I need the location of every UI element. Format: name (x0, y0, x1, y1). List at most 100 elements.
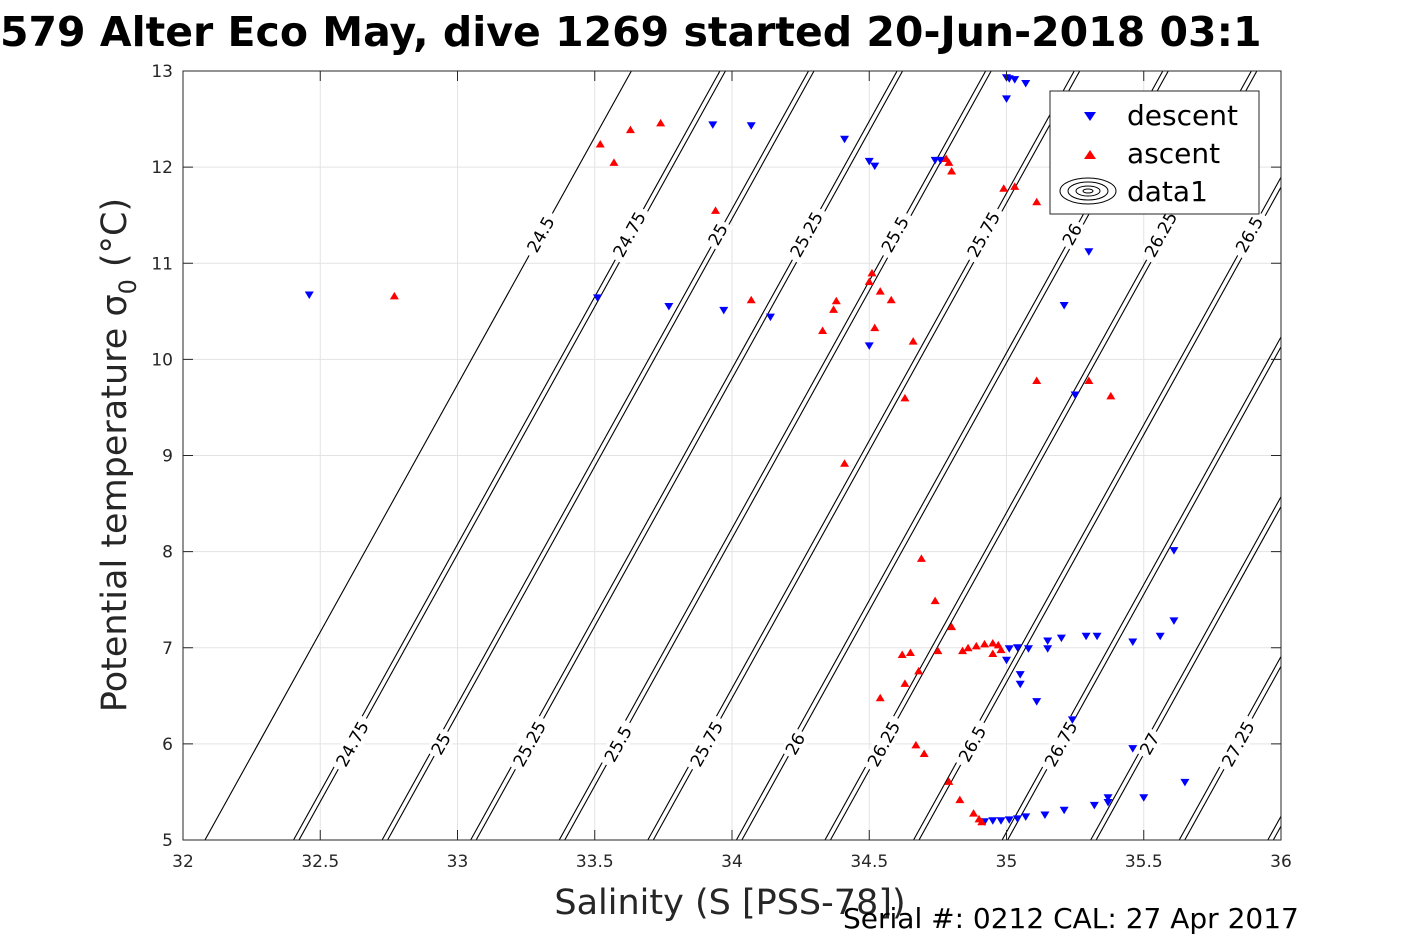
descent-point (1023, 645, 1033, 653)
x-tick-label: 33 (447, 852, 469, 872)
y-tick-label: 12 (151, 158, 173, 178)
descent-point (1059, 806, 1069, 815)
isopycnal-label-bg (1137, 204, 1184, 265)
isopycnal-line (293, 71, 721, 840)
legend-descent-label: descent (1127, 99, 1238, 132)
isopycnal-line (913, 176, 1281, 840)
descent-point (1004, 816, 1014, 824)
ascent-point (1010, 182, 1020, 190)
ascent-point (875, 287, 885, 295)
descent-point (1128, 638, 1138, 646)
ascent-point (988, 638, 998, 647)
descent-point (1021, 79, 1031, 88)
ascent-point (911, 740, 921, 749)
isopycnal-label-bg (779, 726, 811, 761)
isopycnal-contours (204, 71, 1281, 840)
ascent-point (864, 277, 874, 286)
y-axis-label-subscript: 0 (114, 279, 142, 294)
legend-data1-label: data1 (1127, 175, 1208, 208)
y-axis-label-main: Potential temperature σ (95, 294, 135, 712)
descent-point (1015, 671, 1025, 679)
ascent-point (947, 166, 957, 175)
descent-point (1070, 391, 1080, 399)
ascent-point (955, 795, 965, 804)
x-axis-label: Salinity (S [PSS-78]) (554, 883, 905, 923)
ascent-point (947, 622, 957, 631)
descent-point (1081, 632, 1091, 641)
descent-point (1004, 645, 1014, 653)
descent-point (592, 294, 602, 302)
ascent-point (958, 646, 968, 655)
ascent-point (914, 666, 924, 675)
ascent-point (933, 646, 943, 655)
ascent-point (944, 777, 954, 785)
ascent-point (625, 125, 635, 134)
ascent-point (840, 459, 850, 467)
descent-point (1169, 617, 1179, 625)
isopycnal-label-bg (1215, 713, 1261, 775)
descent-point (664, 303, 674, 311)
isopycnal-label-bg (425, 726, 457, 761)
descent-point (1032, 698, 1042, 706)
descent-point (304, 291, 314, 299)
descent-point (1067, 716, 1077, 724)
legend-ascent-marker (1084, 150, 1096, 159)
descent-point (1084, 248, 1094, 256)
descent-point (1043, 645, 1053, 653)
ascent-point (829, 305, 839, 313)
isopycnal-line (1184, 665, 1281, 840)
isopycnal-line (558, 71, 987, 840)
descent-point (708, 121, 718, 129)
descent-point (870, 162, 880, 171)
y-tick-label: 5 (162, 831, 173, 851)
ascent-point (993, 640, 1003, 649)
isopycnal-line (918, 186, 1281, 840)
descent-point (1155, 632, 1165, 641)
legend-box (1049, 90, 1260, 215)
x-tick-label: 33.5 (576, 852, 614, 872)
ascent-point (1084, 376, 1094, 385)
legend: descent ascent data1 (1049, 90, 1260, 215)
legend-descent-marker (1084, 112, 1096, 121)
isopycnal-line (647, 71, 1075, 840)
ascent-point (905, 648, 915, 657)
isopycnal-line (564, 71, 992, 840)
isopycnal-label-bg (874, 208, 916, 261)
isopycnal-label-bg (951, 718, 993, 770)
isopycnal-label-bg (606, 204, 653, 265)
ascent-point (977, 817, 987, 826)
isopycnal-line (475, 71, 904, 840)
data-markers (304, 74, 1190, 826)
descent-point (1002, 656, 1011, 665)
y-tick-label: 9 (162, 447, 173, 467)
descent-point (1015, 680, 1025, 689)
descent-point (840, 135, 850, 144)
descent-point (1103, 794, 1113, 802)
descent-point (1040, 811, 1050, 820)
y-axis-label-unit: (°C) (95, 198, 135, 267)
ascent-point (897, 650, 907, 658)
isopycnal-line (1178, 655, 1281, 840)
x-tick-label: 35 (996, 852, 1018, 872)
isopycnal-line (1090, 495, 1281, 840)
descent-point (1010, 76, 1020, 84)
isopycnal-label-bg (960, 204, 1007, 265)
descent-point (988, 817, 998, 825)
descent-point (1043, 637, 1053, 646)
ascent-point (999, 184, 1009, 192)
isopycnal-label-bg (329, 713, 376, 775)
isopycnal-line (652, 71, 1081, 840)
isopycnal-label-bg (520, 208, 562, 261)
descent-point (1103, 799, 1113, 807)
ascent-point (969, 809, 979, 817)
descent-point (1180, 778, 1190, 787)
ascent-point (609, 158, 619, 166)
ascent-point (900, 393, 910, 402)
descent-point (936, 156, 946, 165)
grid (183, 71, 1281, 840)
isopycnal-line (204, 71, 632, 840)
ascent-point (900, 679, 910, 687)
ascent-point (980, 639, 990, 648)
descent-point (864, 157, 874, 166)
